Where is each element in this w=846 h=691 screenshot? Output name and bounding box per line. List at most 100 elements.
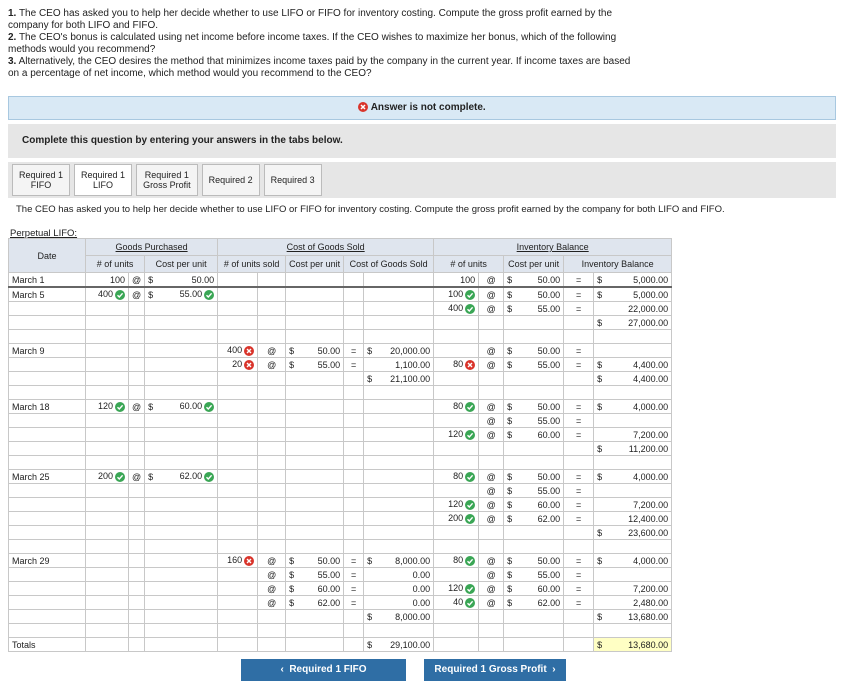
next-label[interactable]: Required 1 Gross Profit xyxy=(434,664,547,675)
units-cell xyxy=(85,553,129,568)
symbol-cell xyxy=(127,525,146,540)
units-cell xyxy=(217,371,259,386)
tab[interactable]: Required 1 FIFO xyxy=(12,164,71,196)
table-caption: Perpetual LIFO: xyxy=(10,228,78,239)
money-cell: 0.00 xyxy=(363,567,435,582)
symbol-cell: @ xyxy=(257,581,287,596)
units-cell xyxy=(85,371,129,386)
money-value: 55.00 xyxy=(537,485,561,496)
money-value-wrap: 29,100.00 xyxy=(390,640,430,650)
symbol-cell: @ xyxy=(478,413,505,428)
symbol-cell xyxy=(127,539,146,554)
currency: $ xyxy=(289,569,295,580)
money-cell xyxy=(593,413,673,428)
symbol-cell xyxy=(563,609,595,624)
money-value-wrap: 50.00 xyxy=(538,275,561,285)
money-wrap: $62.00 xyxy=(507,514,560,524)
date-cell: March 25 xyxy=(8,469,86,484)
prev-label[interactable]: Required 1 FIFO xyxy=(289,664,367,675)
money-wrap: 12,400.00 xyxy=(597,514,668,524)
symbol-cell: = xyxy=(563,301,595,316)
next-button[interactable]: Required 1 Gross Profit › xyxy=(424,659,566,681)
table-row: 120 @ $60.00 = 7,200.00 xyxy=(8,427,673,442)
symbol-cell: = xyxy=(563,427,595,442)
date-cell xyxy=(8,455,86,470)
header-cell: # of units xyxy=(84,255,146,273)
money-value: 60.00 xyxy=(537,499,561,510)
symbol-cell xyxy=(257,525,287,540)
symbol-cell: = xyxy=(343,567,365,582)
units-cell xyxy=(85,525,129,540)
tab[interactable]: Required 1 Gross Profit xyxy=(136,164,198,196)
money-value: 0.00 xyxy=(412,569,431,580)
money-cell xyxy=(144,497,219,512)
money-cell: 1,100.00 xyxy=(363,357,435,372)
symbol-cell: = xyxy=(563,286,595,302)
money-cell: 22,000.00 xyxy=(593,301,673,316)
units-cell xyxy=(433,539,480,554)
money-cell xyxy=(503,441,565,456)
units-value: 80 xyxy=(453,359,464,370)
instructions: 1. The CEO has asked you to help her dec… xyxy=(8,8,638,80)
money-cell: $4,400.00 xyxy=(593,371,673,386)
money-wrap: $60.00 xyxy=(507,584,560,594)
units-cell: 120 xyxy=(433,427,480,442)
money-cell xyxy=(144,595,219,610)
symbol-cell: @ xyxy=(257,357,287,372)
symbol-cell xyxy=(343,609,365,624)
units-cell xyxy=(85,329,129,344)
symbol-cell xyxy=(257,623,287,638)
money-value: 11,200.00 xyxy=(628,443,669,454)
tab-label: Required 1 xyxy=(81,170,126,180)
money-cell: $8,000.00 xyxy=(363,553,435,568)
date-cell xyxy=(8,483,86,498)
units-cell: 80 xyxy=(433,399,480,414)
symbol-cell xyxy=(343,623,365,638)
units-cell xyxy=(85,357,129,372)
units-cell: 100 xyxy=(85,272,129,288)
date-cell xyxy=(8,539,86,554)
money-value-wrap: 60.00 xyxy=(180,401,215,412)
units-cell xyxy=(85,497,129,512)
money-value: 55.00 xyxy=(537,303,561,314)
tab[interactable]: Required 2 xyxy=(201,164,260,196)
money-wrap: $4,400.00 xyxy=(597,374,668,384)
money-wrap: 7,200.00 xyxy=(597,584,668,594)
symbol-cell xyxy=(127,315,146,330)
header-cell: Cost per unit xyxy=(503,255,565,273)
currency: $ xyxy=(597,274,603,285)
money-cell: $50.00 xyxy=(285,343,345,358)
date-cell xyxy=(8,301,86,316)
money-wrap: 0.00 xyxy=(367,598,431,608)
symbol-cell xyxy=(343,272,365,288)
units-cell xyxy=(217,455,259,470)
units-value: 120 xyxy=(448,499,464,510)
money-wrap: 1,100.00 xyxy=(367,360,430,370)
money-value-wrap: 27,000.00 xyxy=(628,318,668,328)
money-cell xyxy=(593,329,673,344)
table-row xyxy=(8,623,673,638)
money-wrap: $8,000.00 xyxy=(367,612,430,622)
currency: $ xyxy=(367,373,373,384)
date-cell xyxy=(8,357,86,372)
money-value-wrap: 55.00 xyxy=(180,289,215,300)
units-cell xyxy=(433,637,480,652)
currency: $ xyxy=(597,527,603,538)
tab[interactable]: Required 1 LIFO xyxy=(74,164,133,196)
currency: $ xyxy=(148,401,154,412)
tab[interactable]: Required 3 xyxy=(263,164,322,196)
prev-button[interactable]: ‹ Required 1 FIFO xyxy=(241,659,406,681)
money-cell: $4,000.00 xyxy=(593,553,673,568)
money-wrap: $55.00 xyxy=(289,360,340,370)
currency: $ xyxy=(597,359,603,370)
money-value-wrap: 13,680.00 xyxy=(628,640,668,650)
money-cell: $50.00 xyxy=(503,399,565,414)
money-cell: $50.00 xyxy=(144,272,219,288)
currency: $ xyxy=(597,317,603,328)
units-cell xyxy=(85,581,129,596)
money-value-wrap: 5,000.00 xyxy=(633,275,668,285)
symbol-cell: = xyxy=(343,343,365,358)
symbol-cell xyxy=(343,483,365,498)
money-value: 4,000.00 xyxy=(633,401,669,412)
symbol-cell: @ xyxy=(478,553,505,568)
